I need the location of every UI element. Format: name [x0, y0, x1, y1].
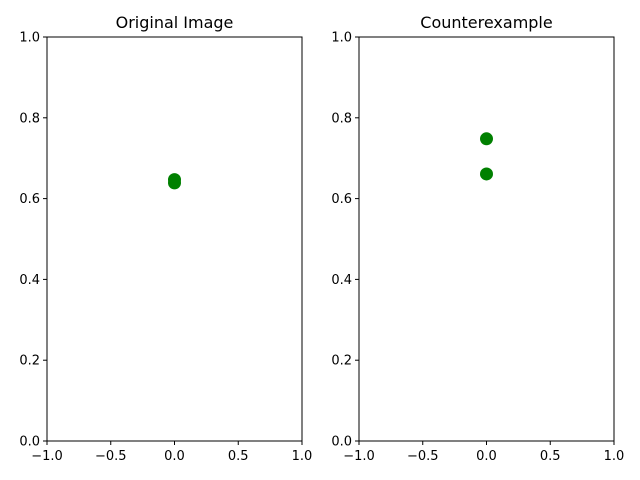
y-tick-label: 0.0	[19, 435, 40, 450]
x-tick-label: −0.5	[407, 449, 439, 464]
x-tick-label: 0.5	[540, 449, 561, 464]
data-point	[168, 176, 181, 190]
x-tick-label: 1.0	[604, 449, 625, 464]
x-tick-label: 1.0	[292, 449, 313, 464]
data-point	[480, 132, 493, 146]
x-tick-label: −1.0	[343, 449, 375, 464]
x-tick-label: −0.5	[95, 449, 127, 464]
x-tick-label: 0.5	[228, 449, 249, 464]
y-tick-label: 1.0	[19, 31, 40, 46]
x-tick-label: 0.0	[164, 449, 185, 464]
subplot-title: Original Image	[116, 13, 234, 32]
subplot-title: Counterexample	[420, 13, 552, 32]
left-subplot: Original Image −1.0 −0.5 0.0 0.5 1.0 0.0 0.2 0.…	[19, 13, 312, 464]
y-tick-label: 0.8	[19, 111, 40, 126]
axes-frame	[46, 36, 303, 442]
y-tick-label: 1.0	[331, 31, 352, 46]
y-tick-label: 0.0	[331, 435, 352, 450]
y-tick-label: 0.6	[19, 192, 40, 207]
axes-frame	[358, 36, 615, 442]
x-tick-label: −1.0	[31, 449, 63, 464]
data-point	[480, 167, 493, 181]
x-tick-label: 0.0	[476, 449, 497, 464]
y-tick-label: 0.8	[331, 111, 352, 126]
y-tick-label: 0.2	[331, 354, 352, 369]
y-tick-label: 0.4	[331, 273, 352, 288]
right-subplot: Counterexample −1.0 −0.5 0.0 0.5 1.0 0.0 0.2 0.…	[331, 13, 624, 464]
y-tick-label: 0.4	[19, 273, 40, 288]
y-tick-label: 0.6	[331, 192, 352, 207]
y-tick-label: 0.2	[19, 354, 40, 369]
